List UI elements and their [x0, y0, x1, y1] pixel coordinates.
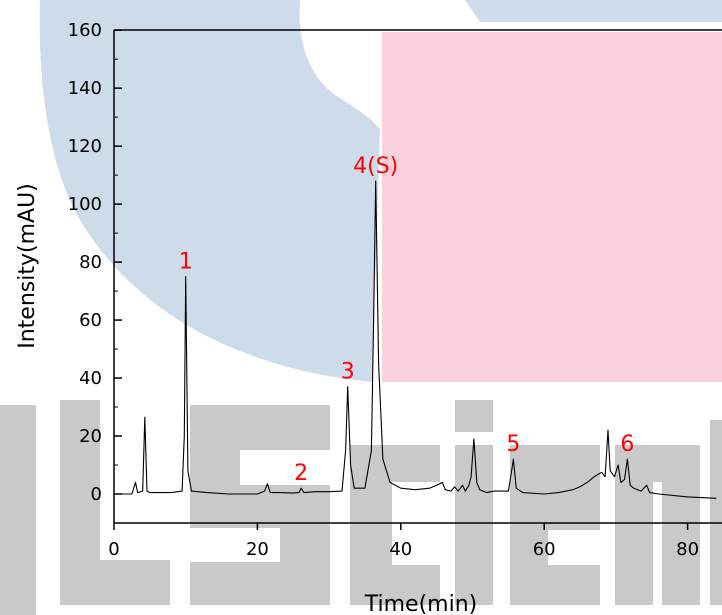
watermark-pink-block: [382, 32, 722, 382]
peak-labels: 1 2 3 4(S) 5 6: [179, 154, 635, 486]
y-tick-label: 40: [79, 368, 102, 389]
chromatogram-trace: [114, 180, 717, 499]
y-tick-label: 120: [68, 136, 102, 157]
y-tick-label: 160: [68, 20, 102, 41]
peak-label: 1: [179, 250, 193, 275]
x-tick-label: 60: [533, 539, 556, 560]
peak-label: 4(S): [353, 154, 398, 179]
peak-label: 3: [341, 360, 355, 385]
x-tick-label: 40: [389, 539, 412, 560]
peak-label: 2: [294, 461, 308, 486]
watermark-blue-band: [465, 0, 722, 22]
plot-frame: [113, 29, 722, 524]
y-tick-label: 0: [91, 484, 102, 505]
x-axis-ticks: 0 20 40 60 80: [108, 523, 699, 560]
y-tick-label: 60: [79, 310, 102, 331]
y-axis-ticks: 0 20 40 60 80 100 120 140 160: [68, 20, 122, 505]
peak-label: 6: [620, 432, 634, 457]
y-tick-label: 20: [79, 426, 102, 447]
watermark-gray-letters: [0, 400, 722, 615]
y-tick-label: 80: [79, 252, 102, 273]
watermark-blue-arc: [39, 0, 380, 382]
x-tick-label: 80: [676, 539, 699, 560]
y-tick-label: 140: [68, 78, 102, 99]
y-tick-label: 100: [68, 194, 102, 215]
x-axis-title: Time(min): [364, 592, 478, 615]
x-tick-label: 0: [108, 539, 119, 560]
y-axis-title: Intensity(mAU): [15, 183, 40, 349]
x-tick-label: 20: [246, 539, 269, 560]
peak-label: 5: [506, 432, 520, 457]
